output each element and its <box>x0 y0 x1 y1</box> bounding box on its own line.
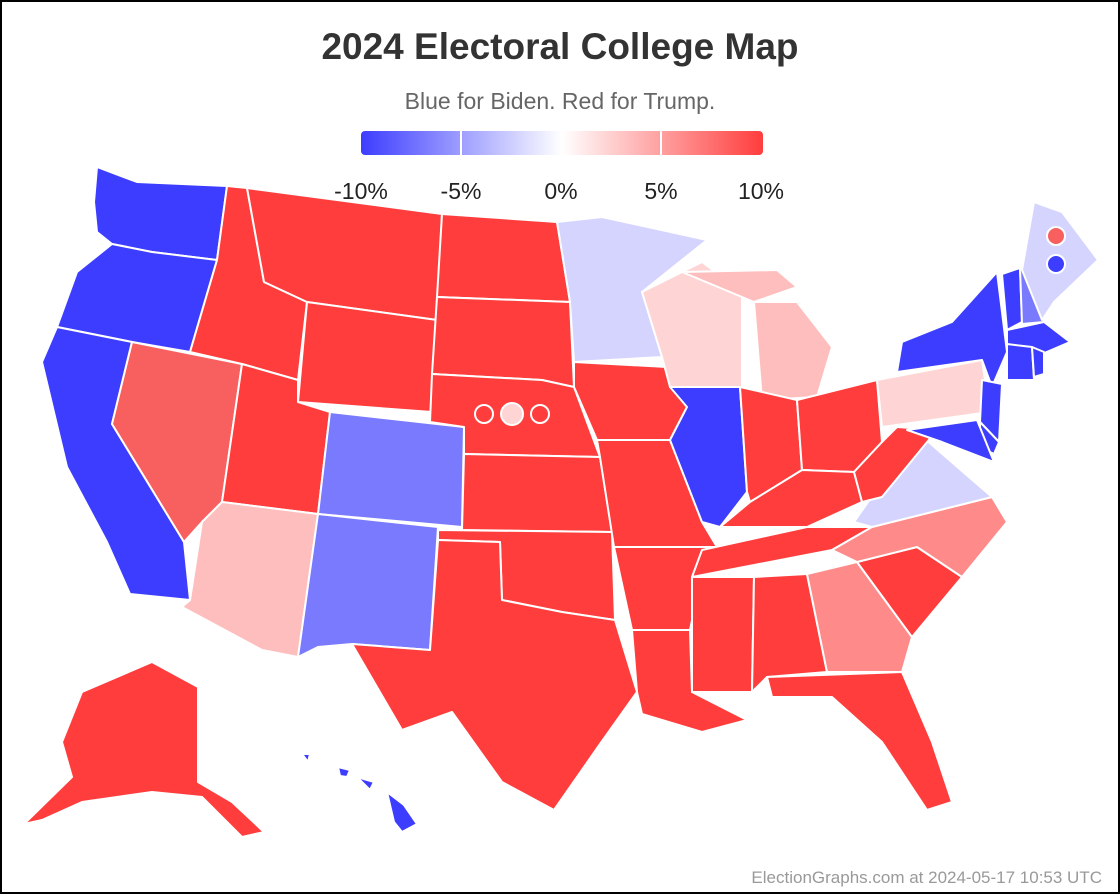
state-KS[interactable] <box>461 453 613 533</box>
attribution-text: ElectionGraphs.com at 2024-05-17 10:53 U… <box>751 868 1102 887</box>
state-GA[interactable] <box>806 561 913 673</box>
scale-tick-neg5 <box>460 131 462 155</box>
state-WY[interactable] <box>297 301 438 413</box>
me-cd2-marker[interactable] <box>1046 226 1066 246</box>
state-MD[interactable] <box>906 419 995 463</box>
page-subtitle: Blue for Biden. Red for Trump. <box>404 88 716 114</box>
scale-tick-pos5 <box>660 131 662 155</box>
scale-label-pos10: 10% <box>737 178 785 204</box>
state-CO[interactable] <box>317 411 465 528</box>
state-ND[interactable] <box>436 213 571 303</box>
ne-cd2-marker[interactable] <box>500 402 524 426</box>
state-RI[interactable] <box>1031 346 1045 378</box>
state-AL[interactable] <box>751 573 828 693</box>
scale-label-neg5: -5% <box>440 178 482 204</box>
state-NM[interactable] <box>297 513 439 658</box>
color-scale-bar <box>361 131 763 155</box>
state-TX[interactable] <box>351 539 638 811</box>
state-MI[interactable] <box>681 269 833 401</box>
state-FL[interactable] <box>766 671 953 811</box>
state-CT[interactable] <box>1006 343 1035 381</box>
state-PA[interactable] <box>876 359 991 428</box>
scale-label-pos5: 5% <box>644 178 678 204</box>
state-AZ[interactable] <box>181 501 319 658</box>
state-HI[interactable] <box>301 753 418 833</box>
state-LA[interactable] <box>631 629 748 733</box>
scale-label-zero: 0% <box>544 178 578 204</box>
state-SD[interactable] <box>431 296 575 388</box>
state-VT[interactable] <box>1001 267 1023 331</box>
state-AK[interactable] <box>23 661 265 838</box>
ne-cd3-marker[interactable] <box>530 404 550 424</box>
me-cd1-marker[interactable] <box>1046 254 1066 274</box>
ne-cd1-marker[interactable] <box>474 404 494 424</box>
state-NY[interactable] <box>896 271 1008 388</box>
page-title: 2024 Electoral College Map <box>321 26 799 67</box>
scale-label-neg10: -10% <box>334 178 388 204</box>
state-MS[interactable] <box>691 576 755 693</box>
